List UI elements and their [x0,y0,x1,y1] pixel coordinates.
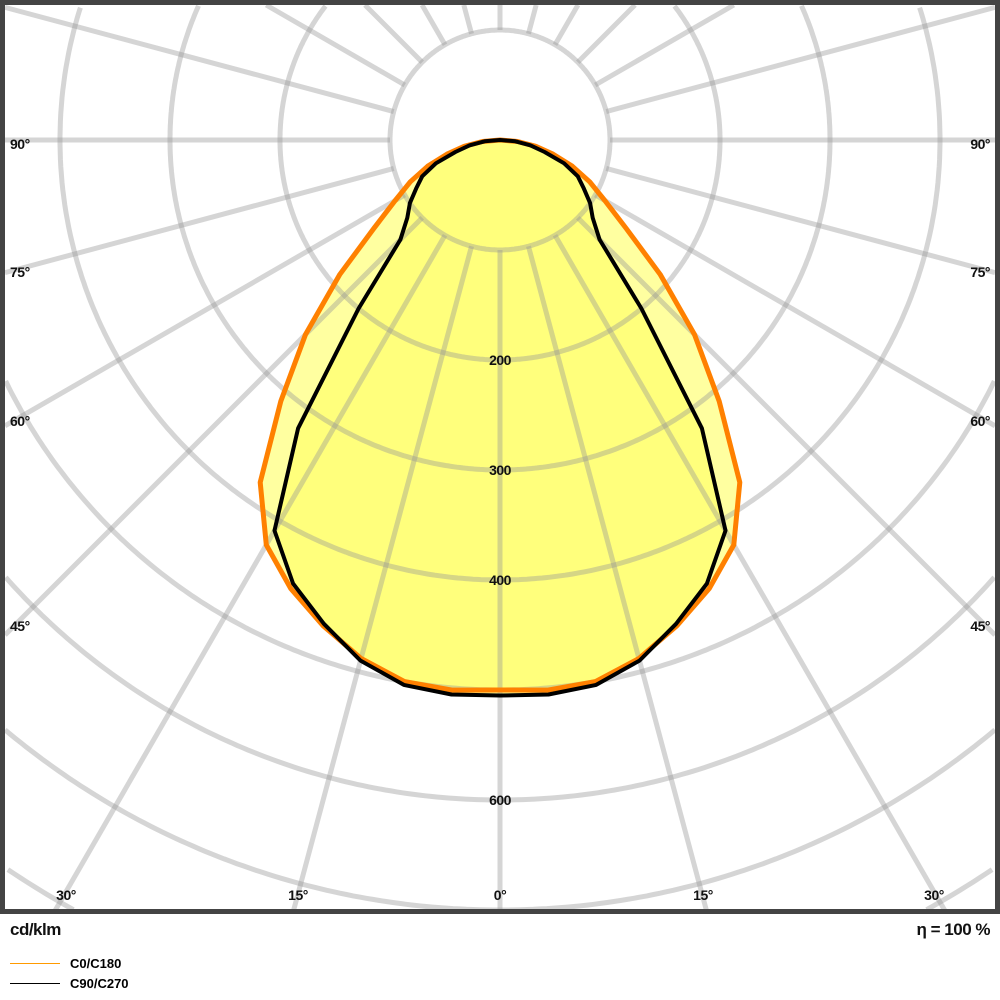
grid-spoke [363,3,424,64]
grid-ring [500,4,723,363]
grid-spoke [461,4,474,35]
grid-spoke [264,2,406,88]
efficiency-label: η = 100 % [916,920,991,939]
grid-spoke [3,216,424,637]
grid-ring [167,4,500,473]
angle-label-right: 45° [970,618,990,634]
grid-ring [500,6,943,583]
angle-label-bottom: 15° [693,887,713,903]
grid-ring [387,27,613,253]
grid-spoke [3,192,406,428]
grid-spoke [4,4,395,114]
grid-ring [6,867,75,912]
series-line-C90-C270 [272,138,728,698]
grid-spoke [605,4,996,114]
grid-spoke [552,234,948,913]
grid-ring [3,727,500,913]
angle-label-left: 45° [10,618,30,634]
unit-label: cd/klm [10,920,61,939]
plot-frame [0,0,1000,914]
grid-spoke [594,192,997,428]
radial-tick-label: 200 [489,352,512,368]
grid-spoke [576,216,997,637]
grid-spoke [52,234,448,913]
grid-spoke [594,2,736,88]
grid-ring [925,867,994,912]
angle-label-left: 75° [10,264,30,280]
grid-ring [3,575,500,803]
grid-spoke [552,3,581,46]
legend-label: C90/C270 [70,976,129,991]
radial-tick-label: 400 [489,572,512,588]
grid-ring [500,4,833,473]
radial-tick-label: 600 [489,792,512,808]
angle-label-right: 75° [970,264,990,280]
angle-label-right: 90° [970,136,990,152]
angle-label-bottom: 0° [494,887,506,903]
series-fill-C90-C270 [274,140,726,696]
angle-label-right: 60° [970,413,990,429]
grid-spoke [419,3,448,46]
grid-spoke [526,4,539,35]
grid-spoke [605,166,996,276]
angle-label-bottom: 15° [288,887,308,903]
grid-spoke [290,245,474,912]
angle-label-left: 90° [10,136,30,152]
legend-item-c0: C0/C180 [10,956,121,971]
grid-ring [500,575,997,803]
grid-ring [500,727,997,913]
grid-spoke [526,245,710,912]
angle-label-bottom: 30° [56,887,76,903]
polar-plot: 200 300 400 600 90° 90° 75° 75° 60° 60° 45° 45° 30° 1… [0,0,1000,916]
grid-ring [57,6,500,583]
radial-tick-label: 300 [489,462,512,478]
grid-spoke [576,3,637,64]
legend-swatch [10,983,60,984]
grid-ring [277,4,500,363]
legend-item-c90: C90/C270 [10,976,129,991]
grid-spoke [4,166,395,276]
legend-label: C0/C180 [70,956,122,971]
legend-swatch [10,963,60,964]
angle-label-bottom: 30° [924,887,944,903]
angle-label-left: 60° [10,413,30,429]
